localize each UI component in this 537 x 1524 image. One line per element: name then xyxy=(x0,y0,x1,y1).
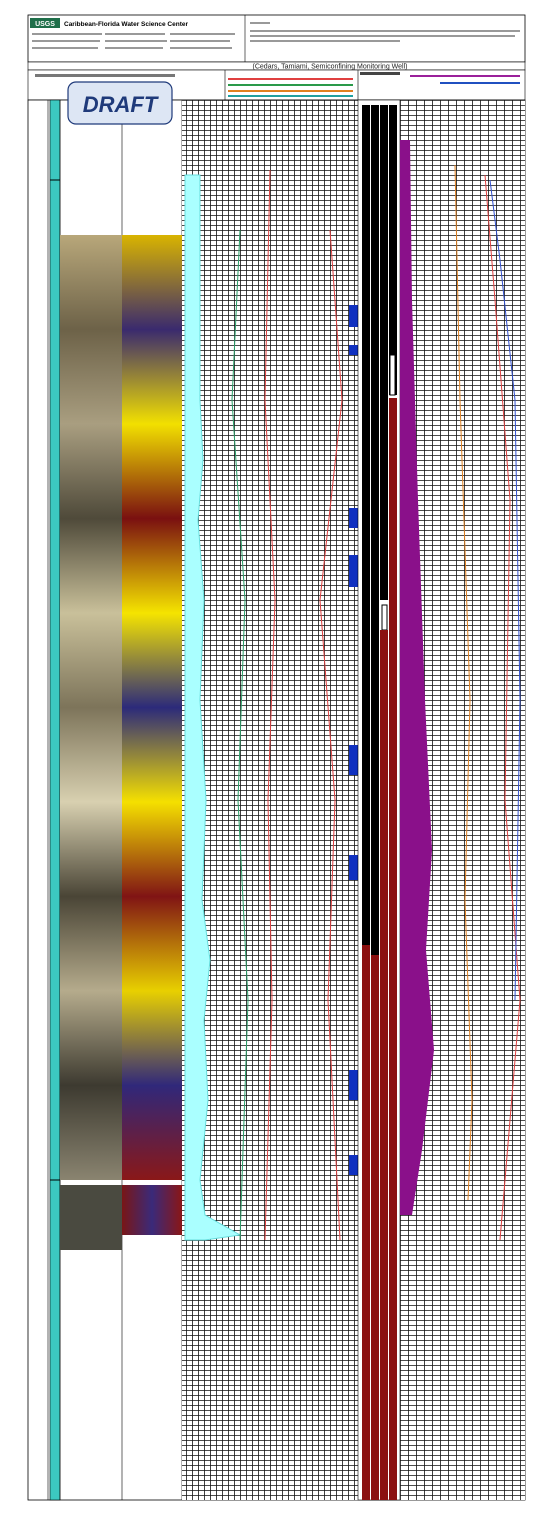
header: USGS Caribbean-Florida Water Science Cen… xyxy=(28,15,525,62)
core-photo xyxy=(60,235,122,1180)
log-title: (Cedars, Tamiami, Semiconfining Monitori… xyxy=(253,64,408,71)
false-color-bottom xyxy=(122,1185,182,1235)
casing-track xyxy=(358,100,400,1500)
core-photo-bottom xyxy=(60,1185,122,1250)
log-grid xyxy=(182,100,358,1500)
page: USGS Caribbean-Florida Water Science Cen… xyxy=(0,0,537,1524)
center-name: Caribbean-Florida Water Science Center xyxy=(64,21,188,28)
agency: USGS xyxy=(35,21,55,28)
formation-column xyxy=(50,100,60,1500)
draft-text: DRAFT xyxy=(83,92,159,117)
well-log-sheet: USGS Caribbean-Florida Water Science Cen… xyxy=(0,0,537,1524)
false-color-image xyxy=(122,235,182,1180)
